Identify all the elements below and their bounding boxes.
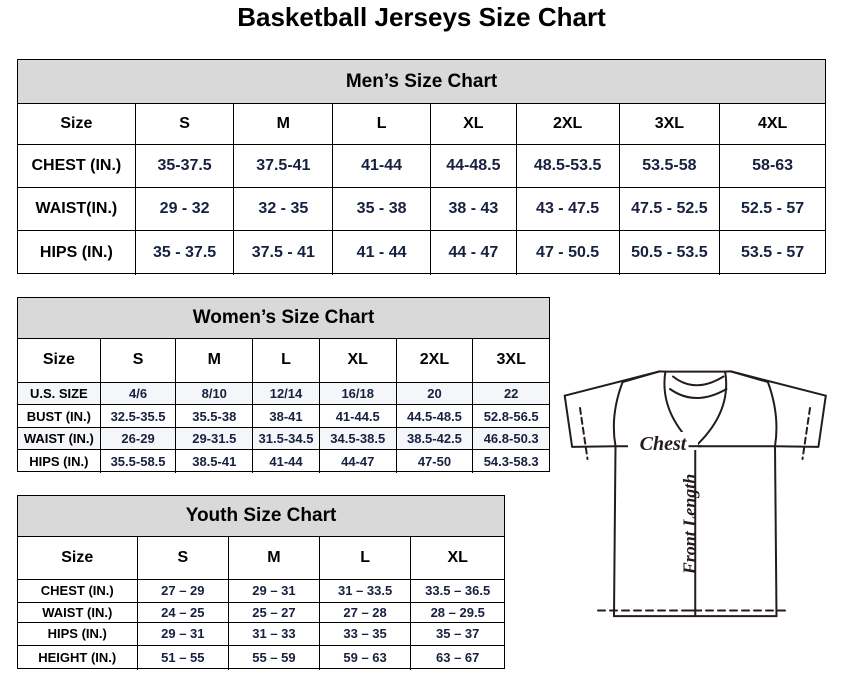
svg-text:Front Length: Front Length bbox=[679, 474, 699, 576]
svg-text:Chest: Chest bbox=[640, 433, 688, 455]
